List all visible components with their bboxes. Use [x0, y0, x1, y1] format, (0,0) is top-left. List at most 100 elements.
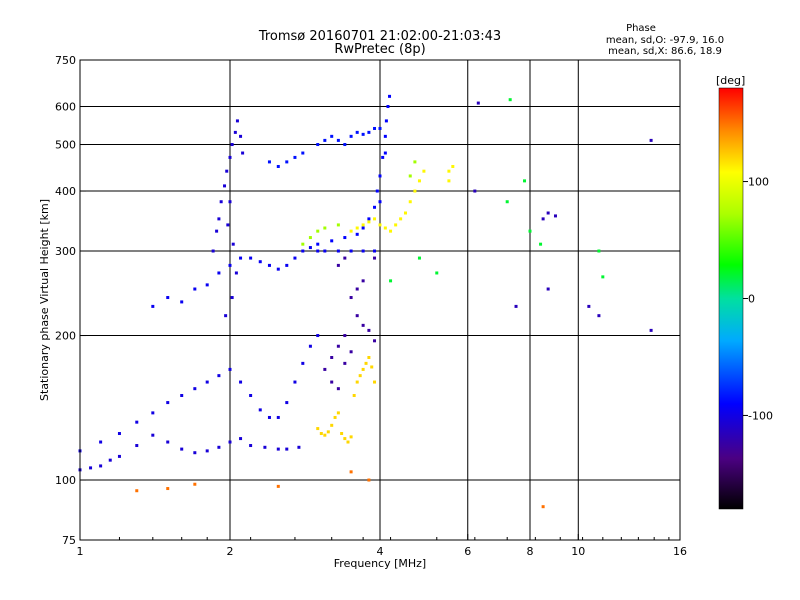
data-point	[316, 249, 320, 253]
data-point	[205, 380, 209, 384]
data-point	[276, 415, 280, 419]
x-tick-label: 8	[527, 545, 534, 558]
data-point	[239, 134, 243, 138]
data-point	[151, 433, 155, 437]
data-point	[352, 394, 356, 398]
data-point	[293, 380, 297, 384]
data-point	[217, 217, 221, 221]
data-point	[297, 445, 301, 449]
data-point	[230, 143, 234, 147]
y-tick-label: 750	[55, 54, 76, 67]
data-point	[228, 200, 232, 204]
data-point	[384, 119, 388, 123]
data-point	[323, 433, 327, 437]
data-point	[361, 279, 365, 283]
data-point	[381, 155, 385, 159]
data-point	[267, 415, 271, 419]
colorbar-tick-label: 100	[748, 176, 769, 189]
data-point	[546, 211, 550, 215]
stats-o-line: mean, sd,O: -97.9, 16.0	[606, 35, 724, 46]
data-point	[211, 249, 215, 253]
chart-subtitle: RwPretec (8p)	[334, 42, 425, 57]
data-point	[293, 155, 297, 159]
data-point	[373, 256, 377, 260]
data-point	[361, 249, 365, 253]
colorbar-tick-label: -100	[748, 409, 773, 422]
data-point	[301, 361, 305, 365]
data-point	[99, 464, 103, 468]
y-tick-label: 500	[55, 139, 76, 152]
data-point	[230, 296, 234, 300]
data-point	[378, 126, 382, 130]
data-point	[386, 105, 390, 109]
data-point	[308, 344, 312, 348]
data-point	[373, 217, 377, 221]
data-point	[389, 229, 393, 233]
data-point	[373, 205, 377, 209]
x-tick-label: 6	[464, 545, 471, 558]
data-point	[451, 164, 455, 168]
data-point	[346, 440, 350, 444]
data-point	[249, 394, 253, 398]
data-point	[223, 184, 227, 188]
data-point	[378, 200, 382, 204]
data-point	[239, 256, 243, 260]
data-point	[367, 130, 371, 134]
data-point	[597, 249, 601, 253]
data-point	[217, 374, 221, 378]
data-point	[193, 387, 197, 391]
x-axis-label: Frequency [MHz]	[334, 557, 426, 570]
data-point	[226, 223, 230, 227]
data-point	[523, 179, 527, 183]
data-point	[343, 143, 347, 147]
data-point	[514, 304, 518, 308]
data-point	[228, 440, 232, 444]
data-point	[276, 447, 280, 451]
colorbar-ticks: 100 0 -100	[743, 176, 773, 422]
data-point	[343, 437, 347, 441]
data-point	[367, 478, 371, 482]
data-point	[285, 160, 289, 164]
data-point	[383, 151, 387, 155]
data-point	[166, 296, 170, 300]
y-tick-label: 100	[55, 474, 76, 487]
data-point	[422, 169, 426, 173]
data-point	[330, 134, 334, 138]
data-point	[361, 223, 365, 227]
y-tick-label: 75	[62, 534, 76, 547]
data-point	[323, 367, 327, 371]
colorbar	[718, 87, 744, 510]
data-point	[355, 287, 359, 291]
data-point	[355, 130, 359, 134]
data-point	[276, 267, 280, 271]
data-point	[231, 242, 235, 246]
data-point	[367, 328, 371, 332]
data-point	[343, 256, 347, 260]
data-point	[219, 200, 223, 204]
data-point	[383, 226, 387, 230]
data-point	[389, 279, 393, 283]
data-point	[285, 401, 289, 405]
y-tick-label: 300	[55, 245, 76, 258]
stats-heading: Phase	[626, 23, 656, 34]
data-point	[349, 470, 353, 474]
data-point	[89, 466, 93, 470]
data-point	[108, 458, 112, 462]
data-point	[361, 323, 365, 327]
data-point	[166, 401, 170, 405]
colorbar-tick-label: 0	[748, 293, 755, 306]
data-point	[180, 394, 184, 398]
data-point	[417, 256, 421, 260]
data-point	[435, 271, 439, 275]
data-point	[343, 334, 347, 338]
data-point	[340, 432, 344, 436]
data-point	[241, 151, 245, 155]
data-point	[361, 132, 365, 136]
data-point	[394, 223, 398, 227]
data-point	[285, 447, 289, 451]
x-tick-label: 2	[227, 545, 234, 558]
data-point	[151, 304, 155, 308]
x-tick-label: 16	[673, 545, 687, 558]
data-point	[373, 126, 377, 130]
